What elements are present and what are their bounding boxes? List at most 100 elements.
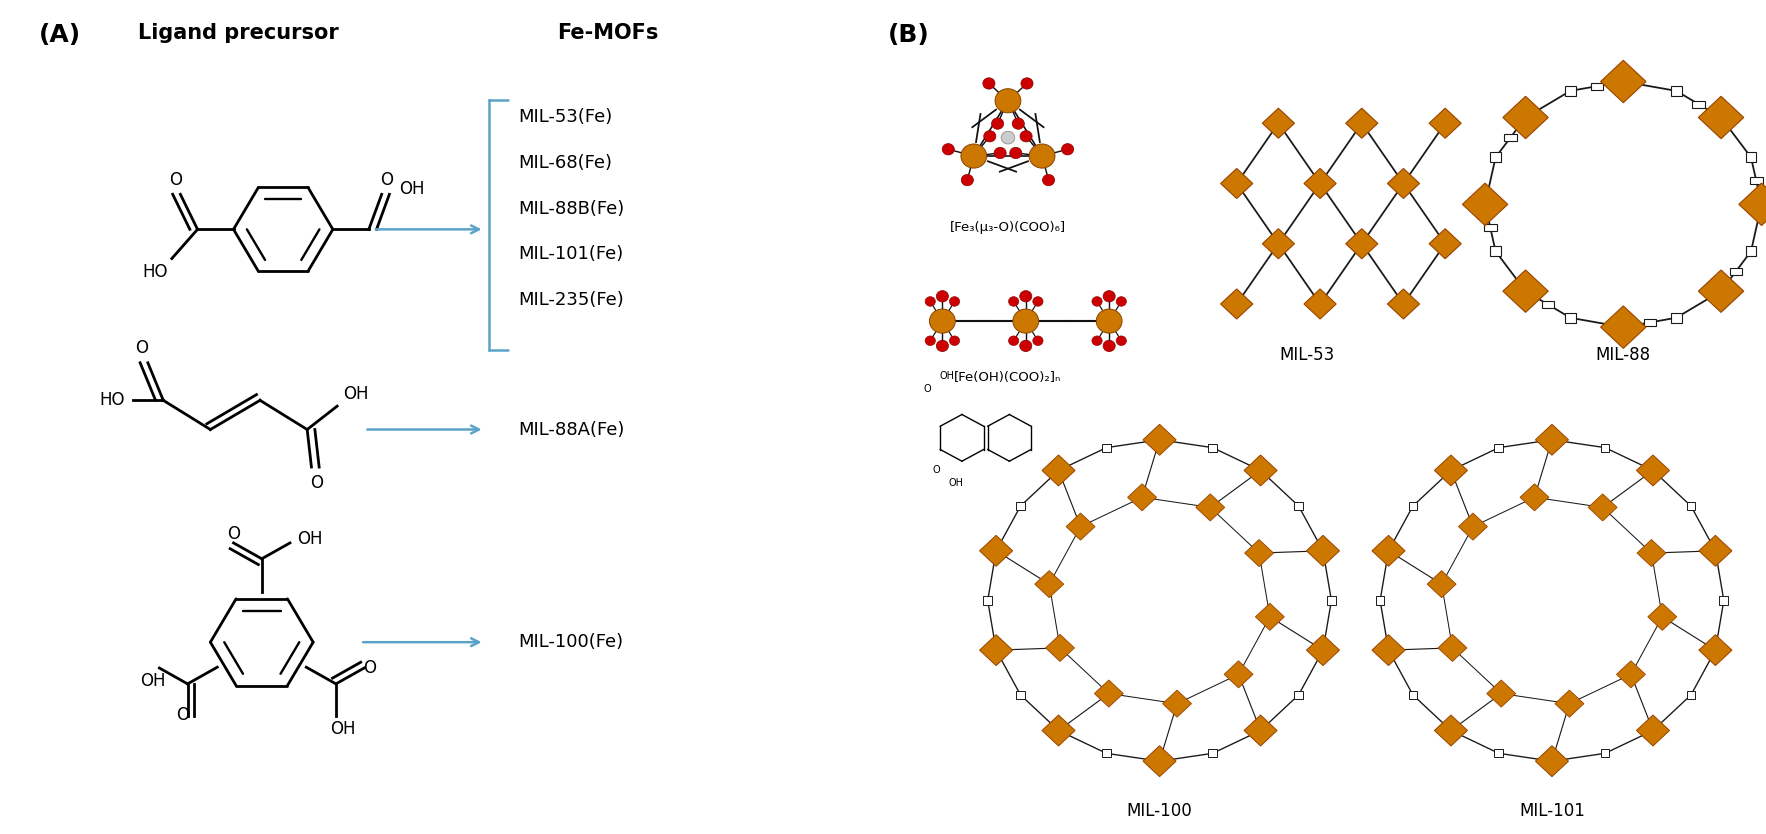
Bar (1303, 168, 1337, 198)
Text: HO: HO (99, 391, 125, 409)
Bar (1042, 715, 1075, 746)
Bar (1671, 86, 1681, 96)
Bar (1438, 635, 1468, 661)
Text: (B): (B) (888, 23, 929, 48)
Text: MIL-53: MIL-53 (1279, 346, 1335, 364)
Bar (1434, 715, 1468, 746)
Bar (1429, 229, 1460, 259)
Bar (1042, 455, 1075, 486)
Bar (1565, 313, 1575, 323)
Bar (1503, 96, 1549, 138)
Circle shape (1008, 297, 1019, 306)
Bar (1035, 570, 1063, 598)
Circle shape (1012, 118, 1024, 129)
Text: Ligand precursor: Ligand precursor (138, 23, 339, 43)
Bar (980, 535, 1012, 566)
Bar (1600, 749, 1609, 757)
Circle shape (1021, 78, 1033, 89)
Text: MIL-53(Fe): MIL-53(Fe) (519, 108, 613, 126)
Bar (1095, 680, 1123, 707)
Bar (1521, 484, 1549, 511)
Text: O: O (177, 706, 189, 724)
Bar (1346, 229, 1377, 259)
Text: O: O (170, 171, 182, 189)
Bar (1429, 108, 1460, 138)
Bar (1245, 540, 1273, 566)
Text: MIL-68(Fe): MIL-68(Fe) (519, 153, 613, 172)
Text: O: O (924, 384, 931, 394)
Bar (1388, 289, 1420, 319)
Circle shape (1091, 297, 1102, 306)
Bar (1637, 540, 1665, 566)
Circle shape (994, 148, 1007, 158)
Circle shape (1019, 290, 1031, 302)
Bar (1427, 570, 1457, 598)
Circle shape (1116, 336, 1127, 345)
Bar (1462, 183, 1508, 225)
Bar (1143, 746, 1176, 776)
Text: OH: OH (297, 530, 323, 548)
Bar (984, 596, 992, 605)
Bar (1505, 134, 1517, 141)
Bar (1162, 690, 1192, 717)
Circle shape (925, 336, 936, 345)
Bar (1616, 661, 1646, 688)
Text: MIL-88B(Fe): MIL-88B(Fe) (519, 199, 625, 218)
Circle shape (961, 174, 973, 186)
Text: OH: OH (940, 371, 954, 381)
Bar (1303, 289, 1337, 319)
Circle shape (1010, 148, 1023, 158)
Bar (1243, 715, 1277, 746)
Text: O: O (136, 339, 148, 357)
Bar (1745, 153, 1757, 163)
Bar (1750, 178, 1762, 184)
Bar (1045, 635, 1074, 661)
Text: OH: OH (399, 179, 424, 198)
Bar (1644, 319, 1657, 326)
Bar (1637, 455, 1669, 486)
Circle shape (1116, 297, 1127, 306)
Bar (1346, 108, 1377, 138)
Bar (1459, 513, 1487, 540)
Circle shape (1104, 340, 1116, 352)
Bar (1409, 691, 1418, 699)
Bar (1307, 535, 1340, 566)
Circle shape (1019, 340, 1031, 352)
Bar (1554, 690, 1584, 717)
Bar (1745, 246, 1757, 256)
Circle shape (1001, 131, 1015, 144)
Bar (1208, 749, 1217, 757)
Text: OH: OH (140, 672, 166, 691)
Circle shape (1104, 290, 1116, 302)
Bar (1637, 715, 1669, 746)
Circle shape (1021, 131, 1031, 142)
Circle shape (950, 297, 959, 306)
Text: O: O (380, 171, 394, 189)
Bar (1015, 502, 1024, 510)
Bar (1494, 749, 1503, 757)
Bar (1699, 535, 1732, 566)
Bar (1409, 502, 1418, 510)
Circle shape (1033, 297, 1044, 306)
Bar (1243, 455, 1277, 486)
Circle shape (1030, 144, 1054, 168)
Bar (1699, 96, 1743, 138)
Text: Fe-MOFs: Fe-MOFs (558, 23, 659, 43)
Bar (1483, 224, 1496, 231)
Bar (1196, 494, 1226, 521)
Bar (1128, 484, 1157, 511)
Bar (1692, 101, 1704, 108)
Circle shape (994, 88, 1021, 113)
Circle shape (984, 78, 994, 89)
Circle shape (984, 131, 996, 142)
Circle shape (950, 336, 959, 345)
Text: O: O (311, 474, 323, 492)
Bar (1535, 746, 1568, 776)
Bar (980, 635, 1012, 666)
Bar (1263, 108, 1294, 138)
Bar (1487, 680, 1515, 707)
Bar (1372, 535, 1406, 566)
Bar (1699, 270, 1743, 313)
Bar (1372, 635, 1406, 666)
Bar (1294, 502, 1303, 510)
